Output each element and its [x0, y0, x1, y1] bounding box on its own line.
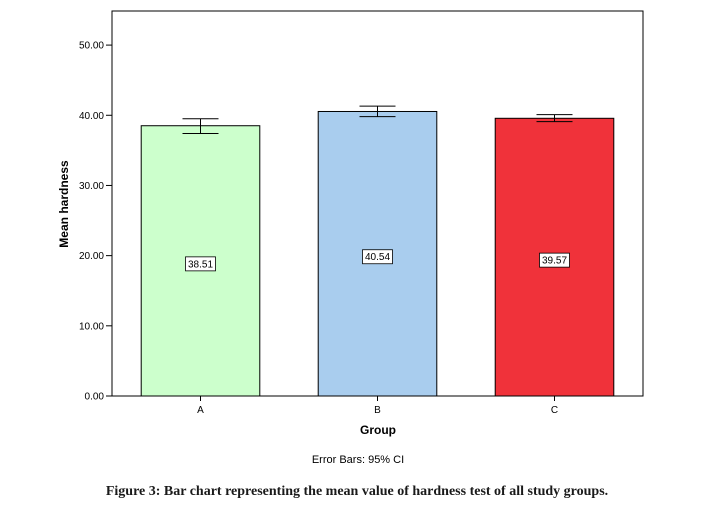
y-tick-label: 30.00	[79, 181, 104, 192]
data-label-box	[362, 249, 393, 265]
y-tick-label: 10.00	[79, 321, 104, 332]
x-tick-label: C	[551, 405, 558, 416]
data-label: 40.54	[365, 252, 390, 263]
y-axis-title: Mean hardness	[57, 160, 71, 248]
x-tick-label: B	[374, 405, 381, 416]
data-label-box	[185, 256, 216, 272]
y-axis: 0.00 10.00 20.00 30.00 40.00 50.00	[79, 41, 112, 403]
error-bars-note: Error Bars: 95% CI	[312, 454, 404, 466]
y-tick-label: 40.00	[79, 111, 104, 122]
x-axis: A B C	[197, 396, 558, 416]
y-tick-label: 50.00	[79, 41, 104, 52]
bars: 38.51 40.54 39.57	[140, 105, 615, 397]
x-axis-title: Group	[360, 423, 396, 437]
data-label: 39.57	[542, 256, 567, 267]
data-label: 38.51	[188, 259, 213, 270]
x-tick-label: A	[197, 405, 204, 416]
y-tick-label: 20.00	[79, 251, 104, 262]
y-tick-label: 0.00	[85, 392, 105, 403]
data-label-box	[539, 252, 570, 268]
figure-caption: Figure 3: Bar chart representing the mea…	[106, 484, 608, 499]
